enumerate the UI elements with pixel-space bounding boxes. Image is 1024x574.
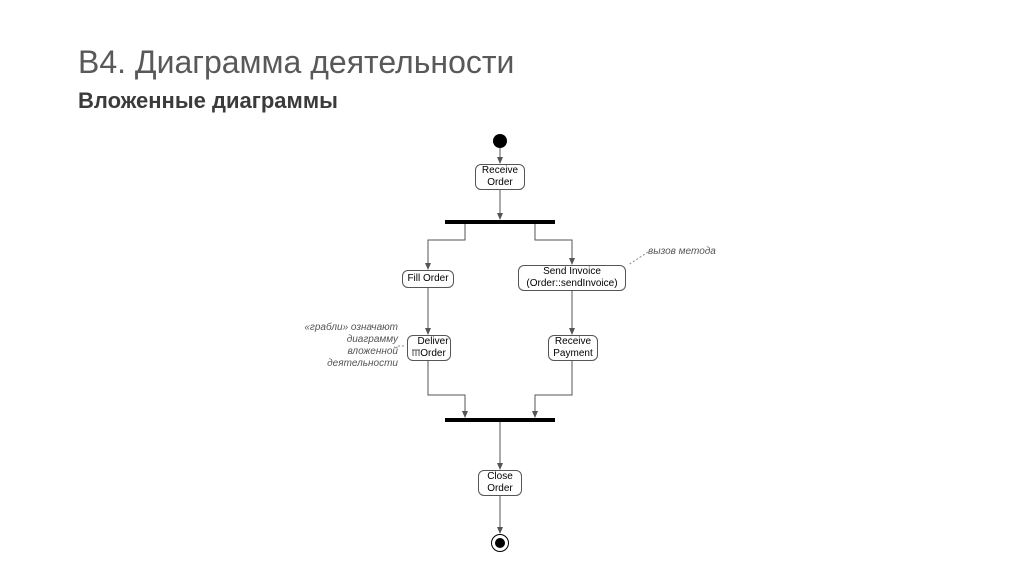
node-label: CloseOrder	[487, 471, 513, 495]
rake-icon	[411, 348, 421, 358]
node-label: Send Invoice(Order::sendInvoice)	[526, 266, 617, 290]
node-receive-order: ReceiveOrder	[475, 164, 525, 190]
node-deliver-order: DeliverOrder	[407, 335, 451, 361]
activity-diagram: ReceiveOrder Fill Order Send Invoice(Ord…	[250, 130, 770, 560]
node-label: Fill Order	[407, 273, 448, 285]
join-bar	[445, 418, 555, 422]
node-label: ReceivePayment	[553, 336, 592, 360]
final-node	[491, 534, 509, 552]
annotation-text: вызов метода	[648, 246, 716, 257]
annotation-rake: «грабли» означаютдиаграммувложеннойдеяте…	[298, 322, 398, 370]
annotation-call-method: вызов метода	[648, 246, 738, 258]
fork-bar	[445, 220, 555, 224]
node-fill-order: Fill Order	[402, 270, 454, 288]
node-send-invoice: Send Invoice(Order::sendInvoice)	[518, 265, 626, 291]
node-label: DeliverOrder	[417, 336, 448, 360]
page-title: B4. Диаграмма деятельности	[78, 44, 514, 81]
annotation-text: «грабли» означаютдиаграммувложеннойдеяте…	[304, 322, 398, 369]
final-node-inner	[495, 538, 505, 548]
node-label: ReceiveOrder	[482, 165, 518, 189]
page-subtitle: Вложенные диаграммы	[78, 88, 338, 114]
initial-node	[493, 134, 507, 148]
node-close-order: CloseOrder	[478, 470, 522, 496]
node-receive-payment: ReceivePayment	[548, 335, 598, 361]
